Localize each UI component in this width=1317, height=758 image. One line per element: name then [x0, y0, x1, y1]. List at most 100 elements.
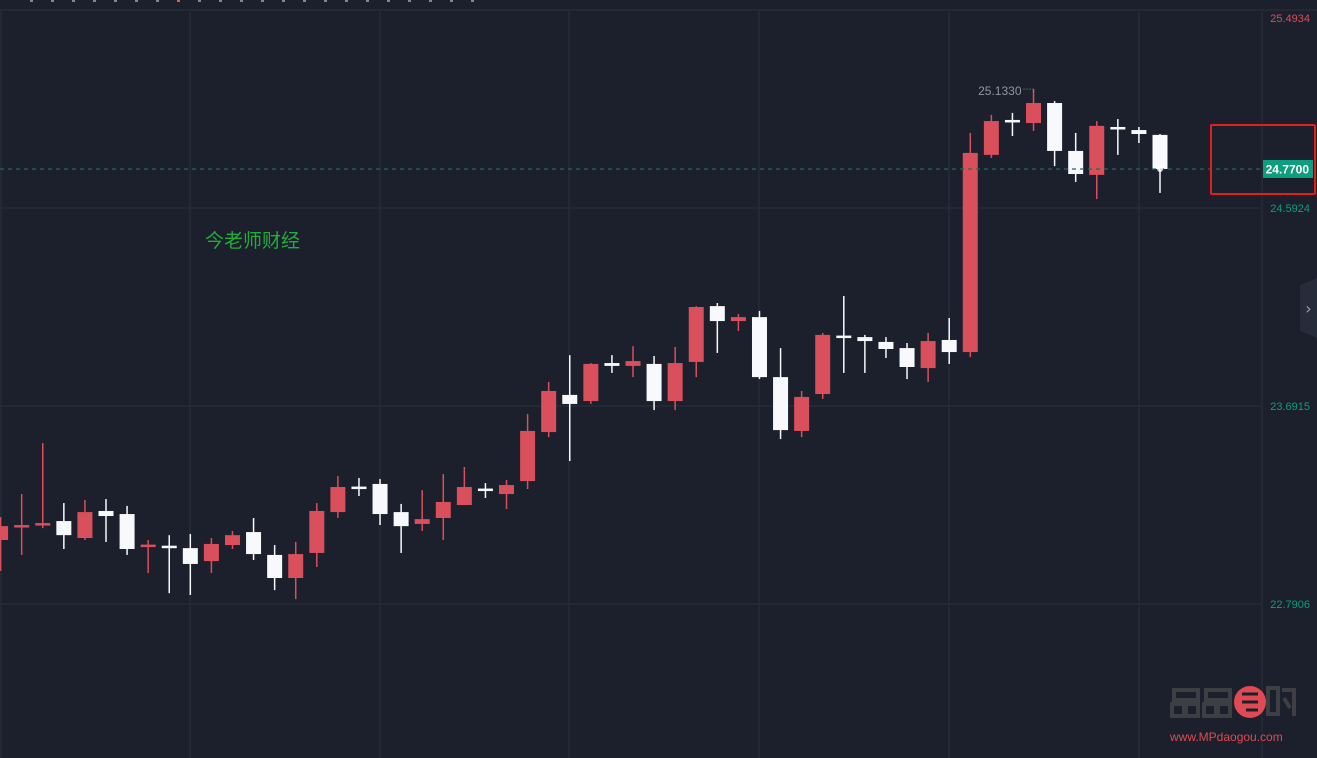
price-axis-label: 24.5924 [1270, 203, 1310, 215]
candle-down [267, 545, 283, 591]
logo-url: www.MPdaogou.com [1170, 730, 1283, 744]
candle-body [351, 486, 367, 490]
time-axis-tick [114, 0, 117, 2]
candle-body [477, 488, 493, 492]
candle-body [1026, 103, 1042, 124]
candle-up [330, 476, 346, 519]
candle-down [899, 343, 915, 380]
side-panel-toggle[interactable]: › [1300, 278, 1317, 338]
candle-down [56, 503, 72, 549]
candle-down [246, 518, 262, 560]
candle-body [688, 306, 704, 362]
time-axis-tick [198, 0, 201, 2]
candle-body [98, 510, 114, 517]
candle-body [372, 483, 388, 515]
candle-body [161, 545, 177, 549]
candle-body [224, 535, 240, 546]
candle-up [920, 332, 936, 382]
time-axis-tick [135, 0, 138, 2]
price-highlight-box [1210, 124, 1316, 195]
time-axis-tick [177, 0, 180, 2]
candle-body [541, 390, 557, 433]
candle-body [56, 521, 72, 536]
candle-up [520, 414, 536, 489]
time-axis-tick [282, 0, 285, 2]
candle-body [414, 519, 430, 524]
last-price-badge [1263, 159, 1313, 178]
candle-body [751, 317, 767, 378]
candle-down [562, 355, 578, 462]
last-price-dot [1157, 165, 1163, 172]
candle-up [794, 390, 810, 438]
candle-body [309, 510, 325, 553]
candle-body [646, 363, 662, 402]
candle-body [794, 396, 810, 431]
candle-down [98, 499, 114, 542]
candle-body [667, 363, 683, 402]
candle-up [14, 494, 30, 555]
candle-body [836, 335, 852, 339]
candle-body [773, 377, 789, 431]
time-axis-tick [408, 0, 411, 2]
candle-down [161, 535, 177, 594]
price-axis-label: 22.7906 [1270, 599, 1310, 611]
candle-down [941, 317, 957, 364]
time-axis-tick [471, 0, 474, 2]
candles: 25.1330 [0, 84, 1262, 600]
time-axis-tick [261, 0, 264, 2]
candle-body [35, 523, 51, 526]
candle-up [983, 114, 999, 158]
candle-down [351, 478, 367, 497]
candle-body [520, 430, 536, 482]
time-axis-tick [324, 0, 327, 2]
candle-body [1089, 125, 1105, 175]
time-axis-tick [156, 0, 159, 2]
time-axis-tick [450, 0, 453, 2]
candle-body [1131, 130, 1147, 135]
candle-body [140, 544, 156, 548]
candle-up [288, 541, 304, 600]
candle-down [604, 355, 620, 373]
candle-down [857, 334, 873, 373]
time-axis-tick [387, 0, 390, 2]
time-axis-tick [93, 0, 96, 2]
candle-up [962, 132, 978, 358]
candle-up [541, 381, 557, 438]
candle-body [899, 348, 915, 368]
logo: www.MPdaogou.com [1170, 684, 1298, 744]
candle-up [203, 538, 219, 573]
candle-body [435, 501, 451, 519]
candle-up [499, 479, 515, 509]
candle-up [625, 346, 641, 378]
candle-up [456, 467, 472, 506]
candle-up [414, 490, 430, 531]
candle-body [1152, 134, 1168, 169]
logo-mark [1170, 684, 1298, 728]
candle-down [751, 310, 767, 380]
time-axis-tick [72, 0, 75, 2]
candle-body [499, 485, 515, 495]
logo-graphic [1170, 686, 1296, 718]
candle-down [372, 479, 388, 526]
candle-body [562, 394, 578, 404]
candle-body [1004, 119, 1020, 123]
watermark-text: 今老师财经 [205, 230, 301, 252]
max-price-marker [1023, 88, 1035, 95]
time-axis-tick [366, 0, 369, 2]
candle-body [941, 339, 957, 353]
candle-body [920, 341, 936, 369]
price-axis: 25.4934 24.5924 23.6915 22.7906 24.7700 [1263, 13, 1313, 611]
candle-down [878, 337, 894, 358]
candle-down [1004, 112, 1020, 136]
last-price-badge-label: 24.7700 [1266, 162, 1310, 176]
time-axis-tick [240, 0, 243, 2]
candle-body [604, 363, 620, 366]
candle-down [1110, 119, 1126, 155]
candle-up [435, 474, 451, 540]
candle-body [182, 548, 198, 564]
candle-body [1047, 103, 1063, 151]
candle-body [288, 554, 304, 579]
candle-down [773, 348, 789, 440]
time-axis-tick [219, 0, 222, 2]
